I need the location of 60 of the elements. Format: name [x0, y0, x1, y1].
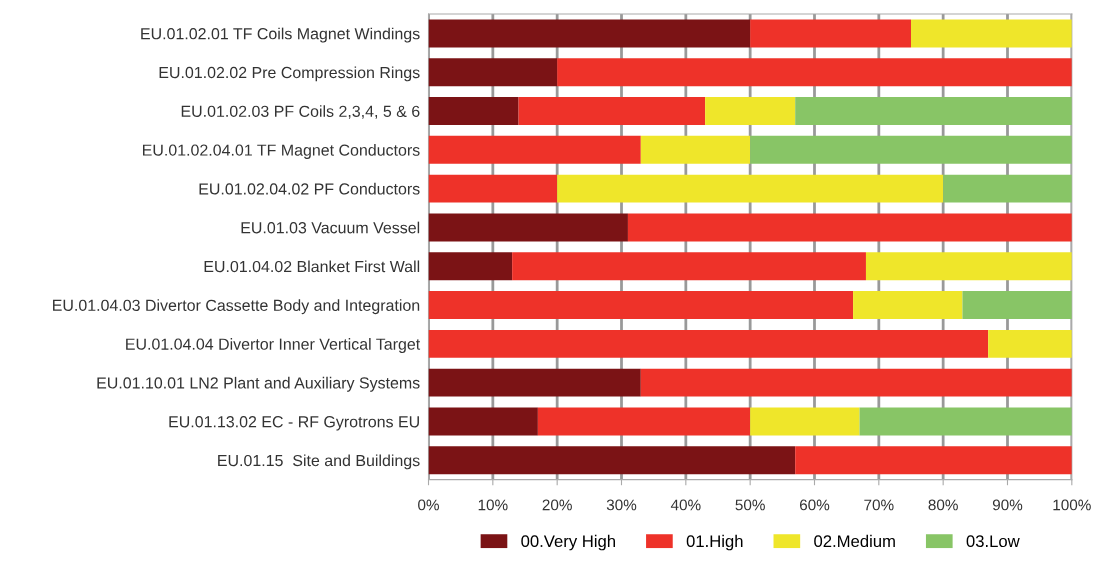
- x-tick-label: 0%: [418, 499, 439, 511]
- legend-label: 00.Very High: [521, 534, 615, 551]
- bar: [557, 58, 1072, 87]
- bar: [428, 58, 558, 87]
- x-tick-label: 80%: [928, 499, 958, 511]
- legend-label: 03.Low: [966, 535, 1020, 548]
- bar: [795, 97, 1072, 125]
- y-tick-label: EU.01.04.02 Blanket First Wall: [204, 260, 420, 273]
- x-tick-label: 90%: [992, 499, 1023, 511]
- bar: [910, 19, 1072, 48]
- bar: [537, 407, 751, 436]
- bar: [640, 135, 751, 164]
- x-tick-label: 50%: [735, 499, 765, 511]
- bar: [943, 174, 1072, 203]
- bar: [428, 291, 854, 320]
- bar: [795, 446, 1072, 475]
- bar: [428, 19, 751, 48]
- legend-label: 01.High: [686, 534, 743, 551]
- y-tick-label: EU.01.03 Vacuum Vessel: [241, 221, 420, 234]
- y-tick-label: EU.01.15 Site and Buildings: [218, 454, 420, 470]
- bar: [428, 97, 519, 125]
- bar: [428, 446, 796, 475]
- y-tick-label: EU.01.04.03 Divertor Cassette Body and Integration: [53, 299, 420, 315]
- x-tick-label: 10%: [478, 499, 508, 511]
- bar: [750, 19, 911, 48]
- bar: [428, 368, 641, 397]
- legend-label: 02.Medium: [814, 534, 895, 548]
- bar: [428, 213, 628, 242]
- bar: [428, 407, 538, 436]
- y-tick-label: EU.01.02.04.02 PF Conductors: [199, 182, 420, 195]
- bar: [627, 213, 1072, 242]
- y-tick-label: EU.01.10.01 LN2 Plant and Auxiliary Systems: [97, 376, 420, 392]
- x-tick-label: 100%: [1053, 499, 1091, 511]
- bar: [865, 252, 1072, 281]
- bar: [428, 174, 558, 203]
- bar: [512, 252, 866, 281]
- bar: [705, 97, 796, 125]
- bar: [859, 407, 1072, 436]
- x-tick-label: 60%: [799, 499, 830, 511]
- bar: [988, 329, 1072, 358]
- x-tick-label: 70%: [864, 499, 894, 511]
- bar: [557, 174, 944, 203]
- bar: [428, 135, 641, 164]
- bar: [853, 291, 963, 320]
- y-tick-label: EU.01.02.01 TF Coils Magnet Windings: [141, 27, 420, 43]
- y-tick-label: EU.01.02.02 Pre Compression Rings: [159, 66, 420, 82]
- bar: [518, 97, 706, 125]
- bar: [750, 407, 860, 436]
- y-tick-label: EU.01.13.02 EC - RF Gyrotrons EU: [169, 416, 419, 431]
- bar: [428, 252, 513, 281]
- x-tick-label: 30%: [606, 499, 637, 511]
- bar: [750, 135, 1072, 164]
- y-tick-label: EU.01.02.04.01 TF Magnet Conductors: [143, 144, 420, 159]
- y-tick-label: EU.01.04.04 Divertor Inner Vertical Target: [126, 338, 421, 353]
- x-tick-label: 20%: [542, 499, 572, 511]
- bar: [640, 368, 1072, 397]
- y-tick-label: EU.01.02.03 PF Coils 2,3,4, 5 & 6: [181, 105, 420, 119]
- x-tick-label: 40%: [670, 499, 701, 511]
- bar: [962, 291, 1072, 320]
- bar: [428, 329, 989, 358]
